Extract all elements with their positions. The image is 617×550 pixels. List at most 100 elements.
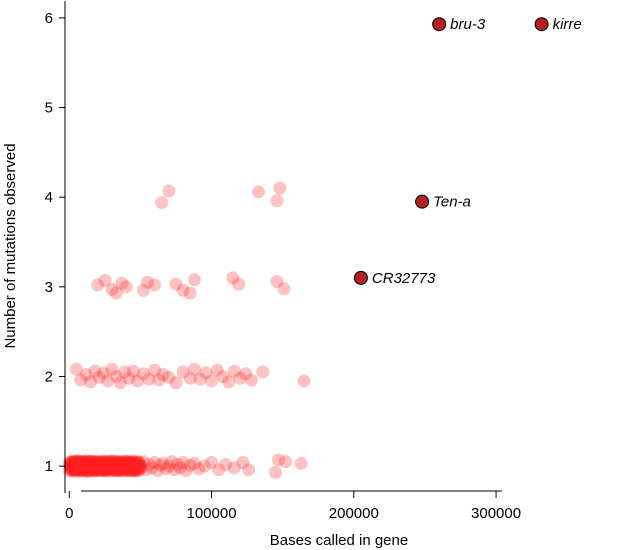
data-point: [106, 460, 120, 474]
data-point: [74, 455, 88, 469]
data-point: [74, 457, 88, 471]
data-point: [90, 461, 104, 475]
data-point: [88, 456, 102, 470]
data-point: [69, 462, 83, 476]
data-point: [93, 462, 107, 476]
data-point: [104, 459, 118, 473]
data-point: [71, 457, 85, 471]
data-point: [133, 462, 147, 476]
data-point: [105, 457, 119, 471]
data-point: [108, 457, 122, 471]
data-point: [126, 463, 140, 477]
data-point: [125, 457, 139, 471]
data-point: [91, 462, 105, 476]
data-point: [110, 460, 124, 474]
y-tick-label: 1: [45, 458, 53, 475]
data-point: [133, 458, 147, 472]
data-point: [105, 464, 119, 478]
data-point: [232, 277, 246, 291]
gene-label-ten-a: Ten-a: [433, 194, 471, 211]
data-point: [93, 461, 107, 475]
data-point: [82, 455, 96, 469]
data-point: [108, 461, 122, 475]
data-point: [77, 461, 91, 475]
data-point: [106, 463, 120, 477]
data-point: [63, 457, 77, 471]
data-point: [115, 276, 129, 290]
data-point: [96, 459, 110, 473]
data-point: [162, 459, 176, 473]
data-point: [80, 456, 94, 470]
data-point: [133, 459, 147, 473]
data-point: [103, 463, 117, 477]
data-point: [95, 463, 109, 477]
data-point: [270, 274, 284, 288]
data-point: [183, 286, 197, 300]
data-point: [91, 460, 105, 474]
data-point: [80, 461, 94, 475]
data-point: [150, 464, 164, 478]
data-point: [118, 463, 132, 477]
data-point: [148, 363, 162, 377]
data-point: [270, 194, 284, 208]
data-point: [123, 457, 137, 471]
data-point: [86, 460, 100, 474]
x-ticks: 0 100000 200000 300000: [65, 491, 521, 522]
data-point: [64, 463, 78, 477]
data-point: [72, 454, 86, 468]
x-tick-label: 0: [65, 505, 73, 522]
data-point: [110, 458, 124, 472]
data-point: [116, 462, 130, 476]
data-point: [126, 462, 140, 476]
y-axis-title: Number of mutations observed: [2, 143, 19, 348]
data-point: [85, 459, 99, 473]
data-point: [105, 462, 119, 476]
data-point: [136, 283, 150, 297]
data-point: [94, 456, 108, 470]
data-point: [101, 462, 115, 476]
data-point: [187, 273, 201, 287]
data-point: [294, 456, 308, 470]
data-point: [187, 456, 201, 470]
data-point: [78, 457, 92, 471]
data-point: [74, 455, 88, 469]
data-point: [115, 457, 129, 471]
data-point: [124, 461, 138, 475]
data-point: [124, 462, 138, 476]
data-point: [92, 370, 106, 384]
data-point: [105, 455, 119, 469]
data-point: [77, 462, 91, 476]
data-point: [100, 459, 114, 473]
data-point: [115, 454, 129, 468]
data-point: [129, 456, 143, 470]
gene-label-cr32773: CR32773: [372, 270, 436, 287]
data-point: [109, 464, 123, 478]
data-point: [81, 461, 95, 475]
data-point: [99, 454, 113, 468]
data-point: [84, 456, 98, 470]
data-point: [187, 362, 201, 376]
data-point: [109, 286, 123, 300]
data-point: [62, 464, 76, 478]
data-point: [103, 456, 117, 470]
data-point: [115, 456, 129, 470]
data-point: [119, 280, 133, 294]
data-point: [193, 372, 207, 386]
data-point: [183, 371, 197, 385]
data-point: [104, 459, 118, 473]
data-point: [112, 464, 126, 478]
data-point: [79, 460, 93, 474]
data-point: [72, 463, 86, 477]
data-point: [97, 455, 111, 469]
data-point: [89, 462, 103, 476]
data-point: [79, 454, 93, 468]
data-point: [99, 458, 113, 472]
data-point: [78, 455, 92, 469]
data-point: [108, 459, 122, 473]
data-point: [136, 367, 150, 381]
data-point: [118, 365, 132, 379]
data-point: [216, 369, 230, 383]
data-point: [75, 463, 89, 477]
data-point: [227, 364, 241, 378]
data-point: [64, 463, 78, 477]
